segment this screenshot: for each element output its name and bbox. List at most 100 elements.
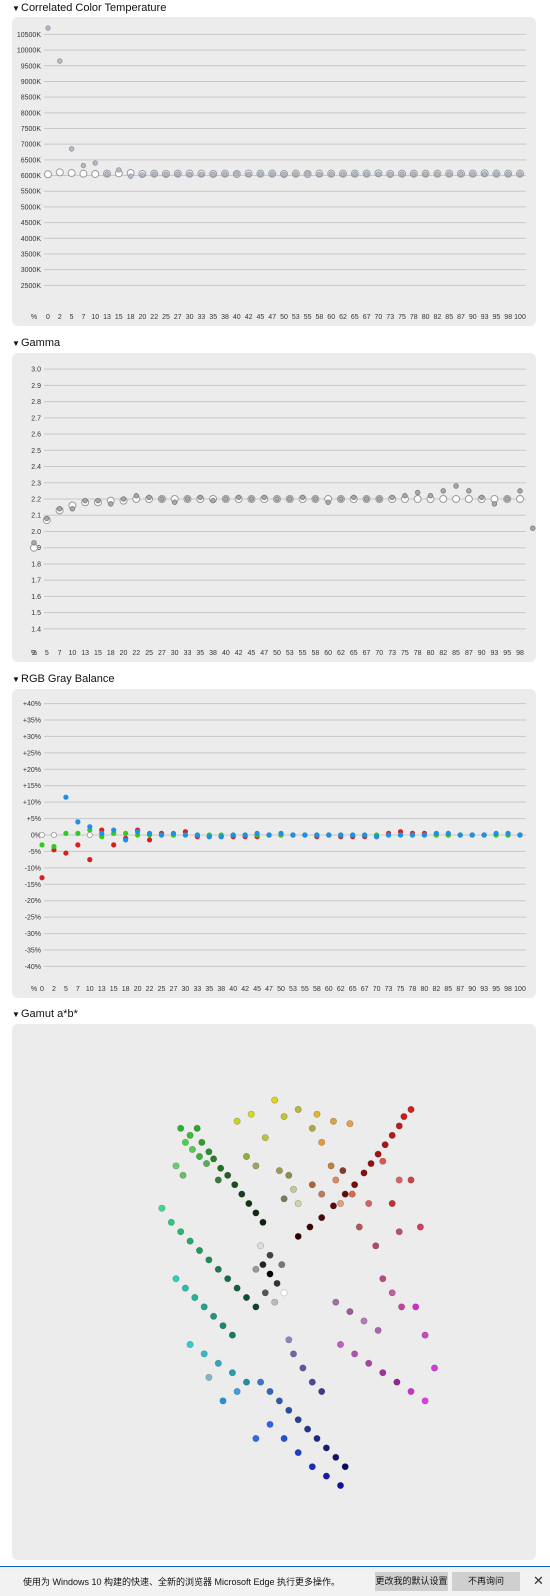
- y-tick-label: 2.1: [31, 513, 41, 520]
- y-tick-label: 6500K: [21, 157, 42, 164]
- x-tick-label: 65: [350, 650, 358, 657]
- data-point: [234, 171, 240, 177]
- data-point: [409, 832, 416, 838]
- rgb-section-title[interactable]: ▼RGB Gray Balance: [12, 673, 115, 685]
- x-tick-label: 93: [481, 314, 489, 321]
- y-tick-label: +5%: [27, 816, 41, 823]
- x-tick-label: 58: [316, 314, 324, 321]
- gamut-point: [266, 1270, 274, 1278]
- cct-section-title[interactable]: ▼Correlated Color Temperature: [12, 2, 167, 14]
- gamut-point: [329, 1117, 337, 1125]
- x-tick-label: 10: [68, 650, 76, 657]
- data-point: [517, 832, 523, 838]
- data-point: [133, 493, 140, 499]
- gamut-point: [203, 1160, 211, 1168]
- x-tick-label: 95: [503, 650, 511, 657]
- y-tick-label: 2.5: [31, 448, 41, 455]
- gamut-point: [243, 1153, 251, 1161]
- x-tick-label: 73: [388, 650, 396, 657]
- gamut-point: [332, 1176, 340, 1184]
- x-tick-label: 5: [70, 314, 74, 321]
- change-default-settings-button[interactable]: 更改我的默认设置: [375, 1572, 448, 1591]
- x-tick-label: 73: [385, 986, 393, 993]
- gamut-point: [430, 1364, 438, 1372]
- gamut-point: [214, 1265, 222, 1273]
- data-point: [123, 830, 129, 836]
- y-tick-label: -40%: [25, 964, 41, 971]
- x-tick-label: 95: [492, 986, 500, 993]
- dont-ask-again-button[interactable]: 不再询问: [452, 1572, 520, 1591]
- gamut-point: [188, 1145, 196, 1153]
- y-tick-label: 10500K: [17, 32, 41, 39]
- data-point: [414, 489, 421, 496]
- data-point: [39, 842, 45, 848]
- x-tick-label: 55: [301, 986, 309, 993]
- x-tick-label: 75: [401, 650, 409, 657]
- gamut-point: [346, 1120, 354, 1128]
- x-tick-label: 45: [257, 314, 265, 321]
- gamut-point: [294, 1416, 302, 1424]
- x-tick-label: 75: [398, 314, 406, 321]
- data-point: [111, 827, 117, 833]
- gamut-point: [252, 1209, 260, 1217]
- gamut-point: [280, 1113, 288, 1121]
- x-tick-label: 7: [76, 986, 80, 993]
- x-tick-label: 100: [514, 986, 526, 993]
- gamut-point: [365, 1359, 373, 1367]
- x-tick-label: 38: [217, 986, 225, 993]
- gamut-point: [214, 1176, 222, 1184]
- x-tick-label: 73: [386, 314, 394, 321]
- gamut-point: [205, 1256, 213, 1264]
- x-tick-label: 2: [58, 314, 62, 321]
- data-point: [218, 834, 224, 840]
- y-tick-label: 1.7: [31, 578, 41, 585]
- x-tick-label: 40: [222, 650, 230, 657]
- x-tick-label: 55: [299, 650, 307, 657]
- data-point: [104, 171, 110, 177]
- data-point: [504, 496, 510, 502]
- gamut-point: [294, 1106, 302, 1114]
- x-tick-label: 5: [64, 986, 68, 993]
- x-axis-unit-label: %: [31, 314, 37, 321]
- x-tick-label: 90: [478, 650, 486, 657]
- gamut-point: [172, 1275, 180, 1283]
- y-tick-label: 1.6: [31, 594, 41, 601]
- x-tick-label: 20: [134, 986, 142, 993]
- x-tick-label: 5: [45, 650, 49, 657]
- data-point: [439, 495, 448, 503]
- gamma-section-title[interactable]: ▼Gamma: [12, 337, 61, 349]
- data-point: [338, 496, 344, 502]
- gamut-point: [308, 1463, 316, 1471]
- data-point: [399, 171, 405, 177]
- x-tick-label: 25: [162, 314, 170, 321]
- data-point: [38, 831, 45, 838]
- gamut-point: [398, 1303, 406, 1311]
- y-tick-label: 1.4: [31, 626, 41, 633]
- gamut-point: [252, 1265, 260, 1273]
- x-tick-label: 62: [337, 986, 345, 993]
- gamut-point: [365, 1200, 373, 1208]
- data-point: [266, 832, 272, 838]
- data-point: [45, 25, 51, 31]
- data-point: [427, 493, 434, 499]
- gamut-point: [395, 1176, 403, 1184]
- data-point: [245, 171, 252, 177]
- data-point: [302, 832, 308, 838]
- gamut-point: [322, 1444, 330, 1452]
- gamut-point: [266, 1387, 274, 1395]
- x-tick-label: 95: [493, 314, 501, 321]
- y-tick-label: +35%: [23, 718, 41, 725]
- data-point: [170, 830, 177, 836]
- gamut-point: [407, 1387, 415, 1395]
- x-tick-label: 67: [363, 650, 371, 657]
- data-point: [338, 832, 344, 838]
- gamut-section-title[interactable]: ▼Gamut a*b*: [12, 1008, 78, 1020]
- data-point: [312, 496, 319, 502]
- gamut-point: [388, 1131, 396, 1139]
- close-icon[interactable]: ✕: [533, 1573, 544, 1588]
- data-point: [31, 540, 37, 546]
- x-tick-label: 10: [91, 314, 99, 321]
- gamut-point: [257, 1378, 265, 1386]
- data-point: [481, 171, 488, 177]
- y-tick-label: 0%: [31, 833, 41, 840]
